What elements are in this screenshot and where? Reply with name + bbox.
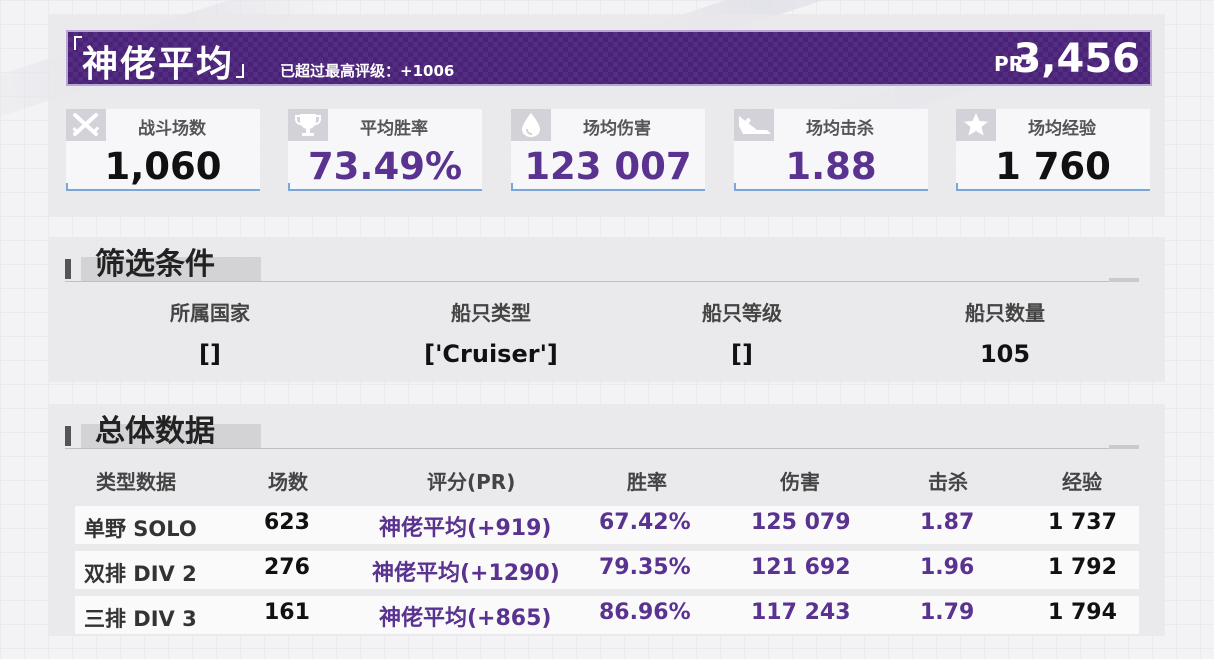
filter-ship-tier: 船只等级 [] [612, 297, 872, 368]
filter-value: [] [731, 340, 753, 368]
stat-card-kills: 场均击杀 1.88 [734, 109, 928, 191]
cell-type: 双排 DIV 2 [84, 562, 197, 586]
cell-winrate: 79.35% [599, 555, 691, 580]
filter-value: ['Cruiser'] [424, 340, 558, 368]
divider [65, 448, 1139, 449]
filter-panel: 筛选条件 所属国家 [] 船只类型 ['Cruiser'] 船只等级 [] 船只… [49, 237, 1165, 382]
cell-exp: 1 737 [1048, 510, 1117, 535]
cell-rating: 神佬平均(+919) [379, 516, 552, 541]
divider [65, 281, 1139, 282]
filter-label: 所属国家 [170, 301, 250, 325]
star-icon [956, 109, 996, 141]
cell-kills: 1.96 [920, 555, 975, 580]
section-title: 筛选条件 [95, 247, 215, 282]
card-corner [66, 183, 74, 191]
pr-label: PR: [993, 52, 1032, 76]
stat-label: 场均伤害 [583, 119, 651, 139]
filter-value: 105 [979, 340, 1031, 368]
table-row: 三排 DIV 3 161 神佬平均(+865) 86.96% 117 243 1… [75, 596, 1139, 634]
cell-exp: 1 794 [1048, 600, 1117, 625]
stat-value: 123 007 [524, 145, 692, 188]
section-shade [81, 257, 261, 281]
table-row: 单野 SOLO 623 神佬平均(+919) 67.42% 125 079 1.… [75, 506, 1139, 544]
title-banner: 神佬平均 已超过最高评级：+1006 PR: 3,456 [66, 30, 1152, 86]
stat-value: 1 760 [995, 145, 1111, 188]
column-header-kills: 击杀 [928, 470, 968, 494]
stat-card-experience: 场均经验 1 760 [956, 109, 1150, 191]
trophy-icon [288, 109, 328, 141]
droplet-icon [511, 109, 551, 141]
page-title: 神佬平均 [82, 44, 235, 85]
column-header-winrate: 胜率 [627, 470, 667, 494]
stat-label: 平均胜率 [360, 119, 428, 139]
filter-ship-count: 船只数量 105 [875, 297, 1135, 368]
card-corner [956, 183, 964, 191]
stat-label: 战斗场数 [138, 119, 206, 139]
stat-value: 1,060 [104, 145, 222, 188]
bracket-decoration [74, 36, 82, 50]
cell-kills: 1.87 [920, 510, 975, 535]
stat-value: 1.88 [785, 145, 877, 188]
cell-winrate: 67.42% [599, 510, 691, 535]
column-header-damage: 伤害 [780, 470, 820, 494]
cell-damage: 117 243 [751, 600, 851, 625]
stat-card-damage: 场均伤害 123 007 [511, 109, 705, 191]
bracket-decoration [236, 64, 244, 78]
filter-ship-type: 船只类型 ['Cruiser'] [361, 297, 621, 368]
cell-kills: 1.79 [920, 600, 975, 625]
card-corner [511, 183, 519, 191]
cell-battles: 276 [264, 555, 310, 580]
filter-value: [] [199, 340, 221, 368]
table-row: 双排 DIV 2 276 神佬平均(+1290) 79.35% 121 692 … [75, 551, 1139, 589]
sinking-ship-icon [734, 109, 774, 141]
divider-end [1109, 445, 1139, 449]
stat-label: 场均击杀 [806, 119, 874, 139]
rating-excess-text: 已超过最高评级：+1006 [280, 62, 455, 80]
column-header-exp: 经验 [1062, 470, 1102, 494]
divider-end [1109, 278, 1139, 282]
section-marker [65, 259, 71, 279]
section-title: 总体数据 [95, 414, 215, 449]
column-header-rating: 评分(PR) [427, 470, 516, 494]
pr-value: 3,456 [1013, 36, 1140, 82]
stat-card-winrate: 平均胜率 73.49% [288, 109, 482, 191]
cell-winrate: 86.96% [599, 600, 691, 625]
filter-nation: 所属国家 [] [80, 297, 340, 368]
cell-type: 单野 SOLO [84, 517, 197, 541]
cell-exp: 1 792 [1048, 555, 1117, 580]
stat-value: 73.49% [307, 145, 463, 188]
cell-rating: 神佬平均(+1290) [372, 561, 560, 586]
cell-type: 三排 DIV 3 [84, 607, 197, 631]
section-shade [81, 424, 261, 448]
overall-panel: 总体数据 类型数据 场数 评分(PR) 胜率 伤害 击杀 经验 单野 SOLO … [49, 404, 1165, 636]
stat-card-battles: 战斗场数 1,060 [66, 109, 260, 191]
cell-battles: 623 [264, 510, 310, 535]
cell-damage: 121 692 [751, 555, 851, 580]
cell-rating: 神佬平均(+865) [379, 606, 552, 631]
filter-label: 船只数量 [965, 301, 1045, 325]
stat-label: 场均经验 [1028, 119, 1096, 139]
column-header-type: 类型数据 [96, 470, 176, 494]
cell-damage: 125 079 [751, 510, 851, 535]
section-marker [65, 426, 71, 446]
card-corner [288, 183, 296, 191]
crossed-swords-icon [66, 109, 106, 141]
filter-label: 船只等级 [702, 301, 782, 325]
column-header-battles: 场数 [268, 470, 308, 494]
filter-label: 船只类型 [451, 301, 531, 325]
card-corner [734, 183, 742, 191]
cell-battles: 161 [264, 600, 310, 625]
